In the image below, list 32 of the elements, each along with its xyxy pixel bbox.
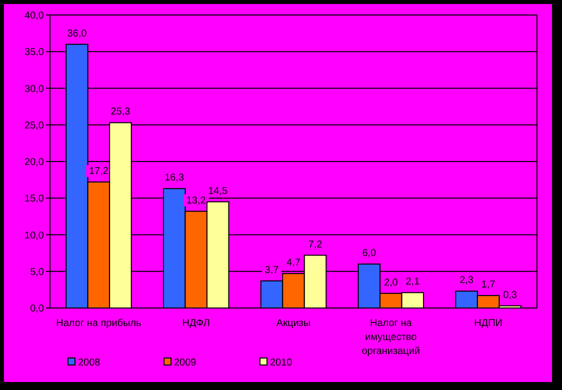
data-label: 2,0 [384,277,398,288]
x-tick-label: Налог на прибыль [56,318,142,329]
legend-label: 2010 [270,358,293,368]
data-label: 2,3 [460,275,474,286]
data-label: 2,1 [406,276,420,288]
legend-label: 2009 [174,358,197,368]
data-label: 14,5 [208,186,228,197]
y-tick-label: 40,0 [24,10,44,22]
data-label: 16,3 [164,172,185,184]
data-label: 13,2 [186,195,206,206]
data-label: 7,2 [308,239,323,250]
data-label: 4,7 [286,258,301,269]
data-label: 1,7 [481,280,496,291]
data-label: 36,0 [67,28,88,40]
data-label: 25,3 [110,106,131,118]
legend-label: 2008 [78,358,101,368]
data-label: 6,0 [362,248,377,260]
y-tick-label: 25,0 [24,120,44,132]
data-label: 3,7 [264,264,280,276]
y-tick-label: 30,0 [24,84,44,95]
x-tick-label: Налог на имущество организаций [362,318,420,357]
y-tick-label: 5,0 [30,266,44,278]
y-tick-label: 20,0 [24,157,44,168]
data-label: 0,3 [503,290,518,301]
y-tick-label: 35,0 [24,47,44,58]
x-tick-label: НДФЛ [182,318,210,329]
y-tick-label: 15,0 [24,194,44,205]
x-tick-label: Акцизы [276,318,311,329]
y-tick-label: 0,0 [30,304,44,314]
x-tick-label: НДПИ [474,318,502,329]
y-tick-label: 10,0 [24,230,44,242]
data-label: 17,2 [88,166,109,178]
